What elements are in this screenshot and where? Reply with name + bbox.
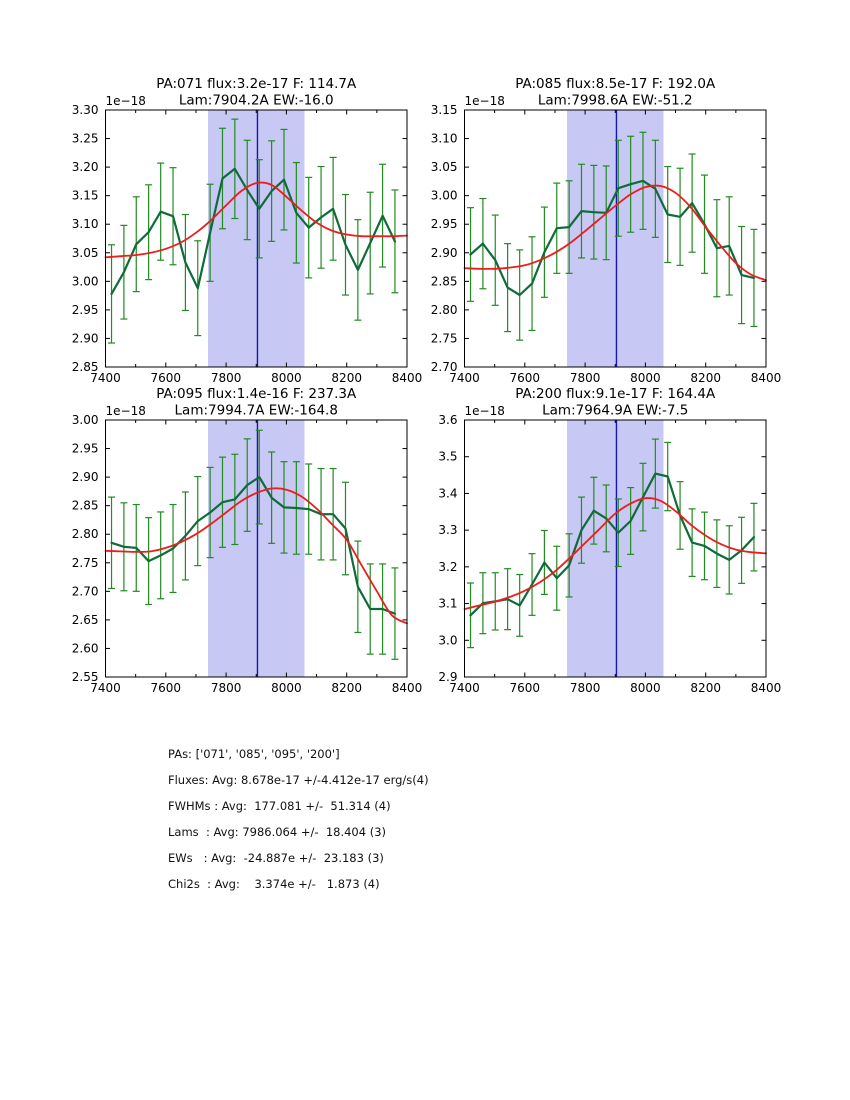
- x-tick-label: 7800: [570, 681, 601, 695]
- y-tick-label: 2.85: [431, 274, 458, 288]
- plot-title-line1: PA:071 flux:3.2e-17 F: 114.7A: [156, 76, 357, 92]
- spectrum-line: [469, 472, 756, 617]
- y-axis-offset-label: 1e−18: [465, 404, 505, 418]
- plot-title-line2: Lam:7998.6A EW:-51.2: [538, 93, 693, 109]
- y-tick-label: 2.95: [72, 303, 99, 317]
- y-tick-label: 3.00: [431, 189, 458, 203]
- y-axis-offset-label: 1e−18: [106, 404, 146, 418]
- gaussian-fit-line: [104, 181, 408, 259]
- plot-title-line1: PA:095 flux:1.4e-16 F: 237.3A: [156, 386, 357, 402]
- y-tick-label: 3.5: [438, 450, 457, 464]
- summary-line-lams: Lams : Avg: 7986.064 +/- 18.404 (3): [168, 825, 387, 839]
- plot-title-line2: Lam:7964.9A EW:-7.5: [542, 403, 688, 419]
- x-tick-label: 8200: [331, 681, 362, 695]
- y-tick-label: 2.70: [431, 360, 458, 374]
- y-tick-label: 3.00: [72, 413, 99, 427]
- y-tick-label: 3.00: [72, 274, 99, 288]
- y-tick-label: 3.20: [72, 160, 99, 174]
- x-tick-label: 8400: [392, 681, 423, 695]
- x-tick-label: 7800: [211, 371, 242, 385]
- y-tick-label: 2.90: [72, 470, 99, 484]
- x-tick-label: 8000: [630, 371, 661, 385]
- y-tick-label: 3.2: [438, 560, 457, 574]
- y-tick-label: 2.95: [72, 442, 99, 456]
- plot-title-line2: Lam:7994.7A EW:-164.8: [175, 403, 338, 419]
- x-tick-label: 8000: [271, 681, 302, 695]
- y-tick-label: 2.85: [72, 360, 99, 374]
- x-tick-label: 8400: [751, 681, 782, 695]
- y-tick-label: 2.80: [431, 303, 458, 317]
- x-tick-label: 8400: [751, 371, 782, 385]
- y-tick-label: 3.3: [438, 523, 457, 537]
- y-tick-label: 2.9: [438, 670, 457, 684]
- y-tick-label: 2.60: [72, 641, 99, 655]
- x-tick-label: 7400: [90, 681, 121, 695]
- x-tick-label: 8200: [331, 371, 362, 385]
- y-tick-label: 2.90: [431, 246, 458, 260]
- x-tick-label: 7600: [510, 681, 541, 695]
- x-tick-label: 8200: [690, 371, 721, 385]
- y-tick-label: 2.85: [72, 499, 99, 513]
- x-tick-label: 7400: [449, 371, 480, 385]
- x-tick-label: 7800: [570, 371, 601, 385]
- gaussian-fit-line: [463, 497, 767, 610]
- y-tick-label: 2.95: [431, 217, 458, 231]
- x-tick-label: 7400: [449, 681, 480, 695]
- spectrum-line: [110, 167, 396, 295]
- subplot-pa-200: 7400 7600 7800 8000 8200 8400 2.9 3.0 3.1 3.2 3.3 3…: [438, 386, 781, 695]
- plot-title-line2: Lam:7904.2A EW:-16.0: [179, 93, 334, 109]
- y-tick-label: 3.1: [438, 597, 457, 611]
- y-tick-label: 2.70: [72, 584, 99, 598]
- x-tick-label: 8000: [271, 371, 302, 385]
- fit-window-band: [208, 110, 305, 367]
- y-tick-label: 2.55: [72, 670, 99, 684]
- y-tick-label: 3.05: [72, 246, 99, 260]
- fit-window-band: [567, 420, 664, 677]
- y-tick-label: 3.15: [431, 103, 458, 117]
- y-tick-label: 3.0: [438, 633, 457, 647]
- plot-title-line1: PA:200 flux:9.1e-17 F: 164.4A: [515, 386, 716, 402]
- x-tick-label: 7600: [151, 371, 182, 385]
- spectrum-line: [110, 476, 396, 615]
- x-tick-label: 7800: [211, 681, 242, 695]
- summary-line-fluxes: Fluxes: Avg: 8.678e-17 +/-4.412e-17 erg/…: [168, 773, 429, 787]
- gaussian-fit-line: [463, 184, 767, 282]
- summary-line-pas: PAs: ['071', '085', '095', '200']: [168, 747, 340, 761]
- fit-summary-block: PAs: ['071', '085', '095', '200'] Fluxes…: [168, 741, 429, 897]
- subplot-pa-085: 7400 7600 7800 8000 8200 8400 2.70 2.75 2.80 2.85…: [431, 76, 781, 385]
- y-axis-offset-label: 1e−18: [465, 94, 505, 108]
- y-tick-label: 2.75: [431, 331, 458, 345]
- x-tick-label: 8000: [630, 681, 661, 695]
- y-tick-label: 3.15: [72, 189, 99, 203]
- y-tick-label: 2.90: [72, 331, 99, 345]
- y-tick-label: 3.10: [431, 132, 458, 146]
- summary-line-chi2s: Chi2s : Avg: 3.374e +/- 1.873 (4): [168, 877, 380, 891]
- fit-window-band: [567, 110, 664, 367]
- x-tick-label: 8200: [690, 681, 721, 695]
- plot-title-line1: PA:085 flux:8.5e-17 F: 192.0A: [515, 76, 716, 92]
- y-tick-label: 2.80: [72, 527, 99, 541]
- y-tick-label: 3.05: [431, 160, 458, 174]
- y-axis-offset-label: 1e−18: [106, 94, 146, 108]
- subplot-pa-095: 7400 7600 7800 8000 8200 8400 2.55 2.60 2.65 2.70…: [72, 386, 422, 695]
- y-tick-label: 2.65: [72, 613, 99, 627]
- summary-line-ews: EWs : Avg: -24.887e +/- 23.183 (3): [168, 851, 384, 865]
- subplot-pa-071: 7400 7600 7800 8000 8200 8400 2.85 2.90 2.95 3.00…: [72, 76, 422, 385]
- y-tick-label: 3.10: [72, 217, 99, 231]
- y-tick-label: 3.6: [438, 413, 457, 427]
- x-tick-label: 7400: [90, 371, 121, 385]
- y-tick-label: 3.25: [72, 132, 99, 146]
- y-tick-label: 2.75: [72, 556, 99, 570]
- y-tick-label: 3.30: [72, 103, 99, 117]
- fit-window-band: [208, 420, 305, 677]
- gaussian-fit-line: [104, 487, 408, 625]
- x-tick-label: 7600: [151, 681, 182, 695]
- x-tick-label: 7600: [510, 371, 541, 385]
- x-tick-label: 8400: [392, 371, 423, 385]
- y-tick-label: 3.4: [438, 486, 457, 500]
- summary-line-fwhms: FWHMs : Avg: 177.081 +/- 51.314 (4): [168, 799, 391, 813]
